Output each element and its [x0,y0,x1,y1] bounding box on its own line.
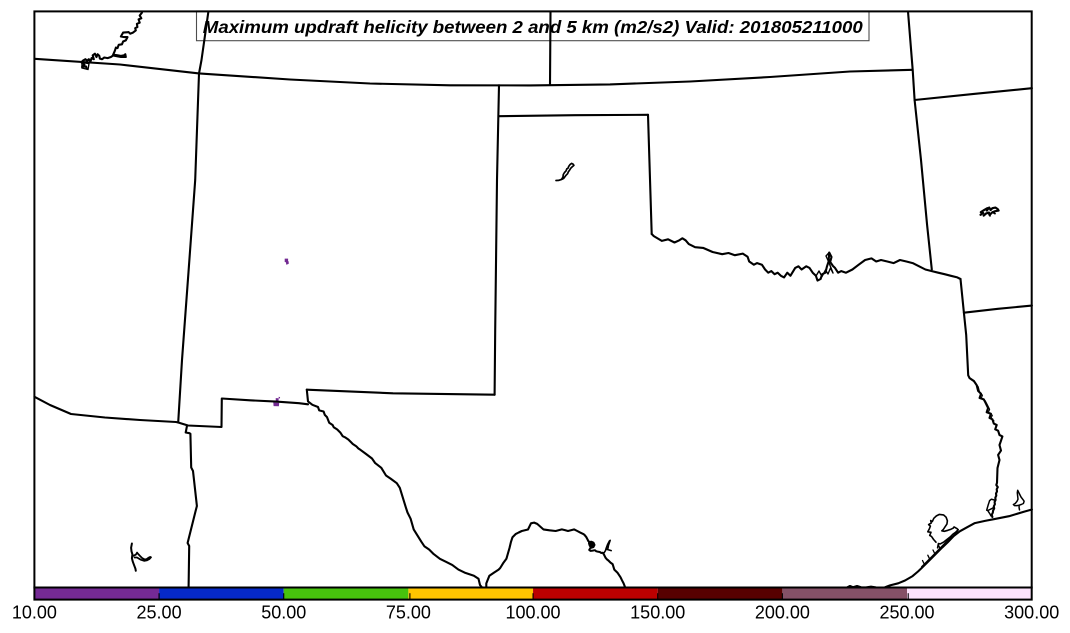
svg-text:150.00: 150.00 [630,603,685,623]
svg-text:50.00: 50.00 [261,603,306,623]
svg-text:200.00: 200.00 [755,603,810,623]
svg-text:10.00: 10.00 [12,603,57,623]
svg-text:25.00: 25.00 [137,603,182,623]
svg-text:250.00: 250.00 [880,603,935,623]
svg-text:75.00: 75.00 [386,603,431,623]
svg-text:Maximum updraft helicity betwe: Maximum updraft helicity between 2 and 5… [203,17,863,37]
svg-text:100.00: 100.00 [506,603,561,623]
svg-text:300.00: 300.00 [1004,603,1059,623]
